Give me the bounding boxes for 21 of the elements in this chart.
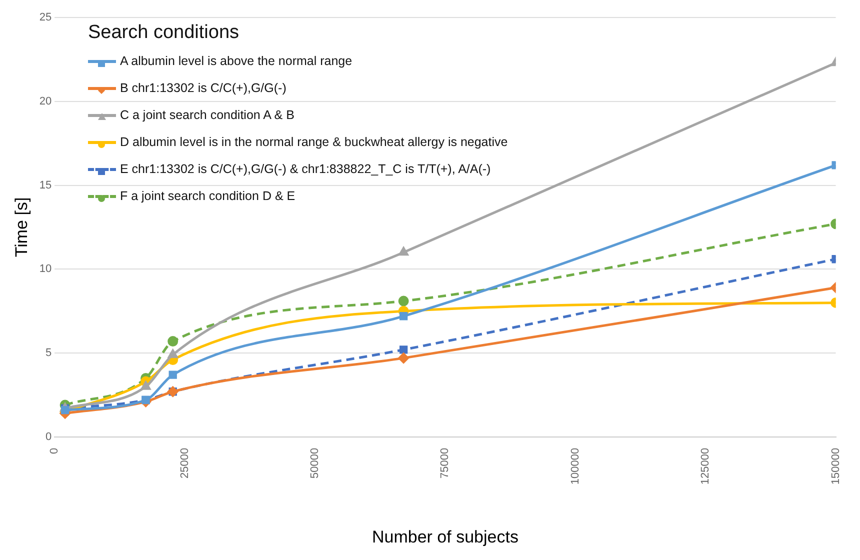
y-tick-label: 10	[39, 263, 52, 276]
y-tick-label: 5	[46, 347, 52, 360]
x-tick-label: 125000	[700, 448, 712, 485]
x-tick-label: 25000	[178, 448, 191, 478]
y-tick-label: 20	[39, 95, 52, 108]
x-tick-label: 50000	[309, 448, 322, 478]
y-tick-label: 15	[39, 179, 52, 192]
x-axis-title: Number of subjects	[372, 527, 518, 546]
legend-label: E chr1:13302 is C/C(+),G/G(-) & chr1:838822_T_C is T/T(+), A/A(-)	[120, 162, 491, 176]
legend-label: A albumin level is above the normal range	[120, 54, 352, 68]
x-tick-label: 100000	[569, 448, 582, 485]
x-tick-label: 75000	[439, 448, 452, 478]
y-axis-title: Time [s]	[12, 197, 31, 258]
legend-label: B chr1:13302 is C/C(+),G/G(-)	[120, 81, 286, 95]
y-tick-label: 0	[46, 430, 52, 443]
legend-title: Search conditions	[88, 22, 240, 44]
legend-label: D albumin level is in the normal range & buckwheat allergy is negative	[120, 135, 508, 149]
y-tick-label: 25	[39, 12, 52, 24]
x-tick-label: 150000	[830, 448, 842, 485]
legend-label: C a joint search condition A & B	[120, 108, 294, 122]
legend-label: F a joint search condition D & E	[120, 189, 296, 203]
